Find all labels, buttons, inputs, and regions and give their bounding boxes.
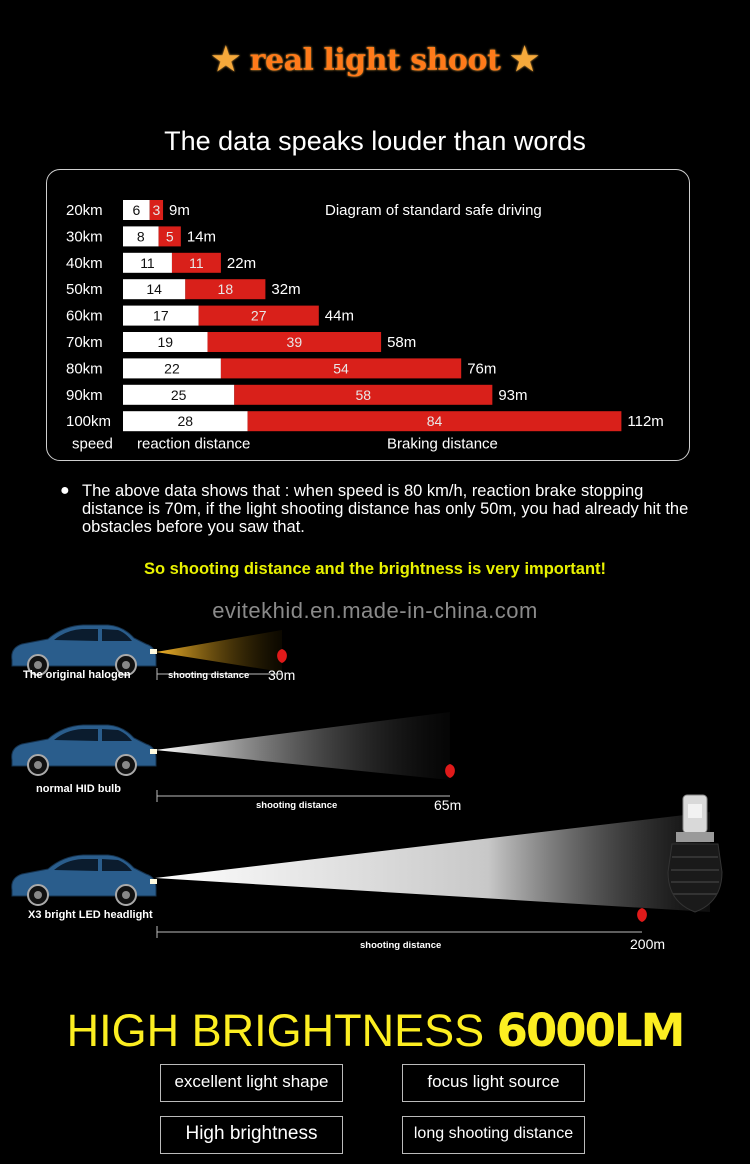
chart-frame [46, 169, 690, 461]
star-icon: ★ [211, 40, 241, 78]
feature-box: excellent light shape [160, 1064, 343, 1102]
stacked-bar-chart: Diagram of standard safe driving 20km 6 3 9m… [66, 200, 664, 453]
category-label: 30km [66, 228, 103, 245]
total-distance-label: 32m [271, 281, 300, 298]
shooting-distance-label: shooting distance [168, 670, 250, 681]
hid-scene [10, 712, 455, 802]
braking-value-label: 84 [427, 413, 443, 429]
car-icon [10, 854, 159, 906]
shooting-distance-label: shooting distance [256, 800, 338, 811]
braking-value-label: 39 [287, 334, 303, 350]
total-distance-label: 93m [498, 387, 527, 404]
total-distance-label: 58m [387, 334, 416, 351]
total-distance-label: 112m [627, 413, 663, 430]
reaction-value-label: 8 [137, 228, 145, 244]
category-label: 20km [66, 202, 103, 219]
feature-box: focus light source [402, 1064, 585, 1102]
braking-bar [185, 279, 266, 300]
reaction-bar [123, 358, 221, 379]
reaction-value-label: 6 [132, 202, 140, 218]
marker-pin-icon [637, 908, 647, 922]
braking-value-label: 54 [333, 360, 349, 376]
reaction-value-label: 25 [171, 387, 187, 403]
braking-value-label: 3 [152, 202, 160, 218]
reaction-bar [123, 411, 248, 432]
category-label: 80km [66, 360, 103, 377]
feature-box: long shooting distance [402, 1116, 585, 1154]
header-title-text: real light shoot [249, 43, 501, 78]
distance-value: 30m [268, 667, 296, 683]
headlight-comparison [10, 624, 723, 938]
brightness-text: HIGH BRIGHTNESS [66, 1005, 485, 1056]
reaction-value-label: 11 [140, 255, 155, 271]
braking-bar [207, 332, 382, 352]
category-label: 50km [66, 281, 103, 298]
total-distance-label: 9m [169, 202, 190, 219]
important-callout: So shooting distance and the brightness … [143, 560, 607, 578]
reaction-value-label: 14 [146, 281, 162, 297]
reaction-value-label: 19 [157, 334, 173, 350]
reaction-distance-legend: reaction distance [137, 436, 250, 453]
reaction-bar [123, 279, 186, 300]
speed-axis-label: speed [72, 436, 113, 453]
header-title: ★ real light shoot ★ [0, 40, 750, 78]
halogen-beam [156, 630, 282, 672]
watermark: evitekhid.en.made-in-china.com [212, 598, 538, 623]
braking-value-label: 5 [166, 228, 174, 244]
star-icon: ★ [510, 40, 539, 78]
shooting-distance-label: shooting distance [360, 940, 442, 951]
braking-bar [234, 384, 493, 405]
category-label: 100km [66, 413, 111, 430]
braking-value-label: 58 [356, 387, 372, 403]
lumens-text: 6000LM [496, 1004, 686, 1057]
braking-distance-legend: Braking distance [387, 436, 498, 453]
braking-bar [220, 358, 462, 379]
reaction-bar [123, 332, 208, 352]
total-distance-label: 22m [227, 255, 256, 272]
category-label: 60km [66, 308, 103, 325]
page-subtitle: The data speaks louder than words [164, 126, 586, 156]
distance-value: 200m [630, 936, 666, 952]
braking-value-label: 27 [251, 308, 267, 324]
car-icon [10, 624, 159, 676]
hid-beam [155, 712, 450, 780]
category-label: 70km [66, 334, 103, 351]
braking-value-label: 18 [218, 281, 234, 297]
category-label: 40km [66, 255, 103, 272]
total-distance-label: 76m [467, 360, 496, 377]
total-distance-label: 44m [325, 308, 354, 325]
braking-bar [247, 411, 622, 432]
braking-bar [171, 252, 221, 273]
reaction-bar [123, 305, 199, 326]
braking-bar [149, 200, 164, 220]
total-distance-label: 14m [187, 228, 216, 245]
braking-bar [198, 305, 319, 326]
high-brightness-banner: HIGH BRIGHTNESS 6000LM [0, 1004, 750, 1057]
reaction-bar [123, 252, 172, 273]
braking-bar [158, 226, 181, 247]
distance-value: 65m [434, 797, 462, 813]
led-beam [155, 812, 710, 912]
chart-title: Diagram of standard safe driving [325, 202, 542, 219]
braking-value-label: 11 [189, 255, 204, 271]
halogen-scene [10, 624, 287, 680]
scene-label: X3 bright LED headlight [28, 909, 153, 921]
reaction-value-label: 17 [153, 308, 169, 324]
category-label: 90km [66, 387, 103, 404]
note-paragraph: ● The above data shows that : when speed… [60, 482, 700, 536]
reaction-bar [123, 384, 235, 405]
led-bulb-icon [667, 794, 723, 913]
scene-label: normal HID bulb [36, 783, 121, 795]
scene-label: The original halogen [23, 669, 131, 681]
bullet-icon: ● [60, 482, 70, 499]
car-icon [10, 724, 159, 776]
reaction-value-label: 28 [178, 413, 194, 429]
reaction-value-label: 22 [164, 360, 180, 376]
reaction-bar [123, 226, 159, 247]
note-text: The above data shows that : when speed i… [82, 482, 689, 536]
reaction-bar [123, 200, 150, 220]
feature-box: High brightness [160, 1116, 343, 1154]
led-scene [10, 794, 723, 938]
